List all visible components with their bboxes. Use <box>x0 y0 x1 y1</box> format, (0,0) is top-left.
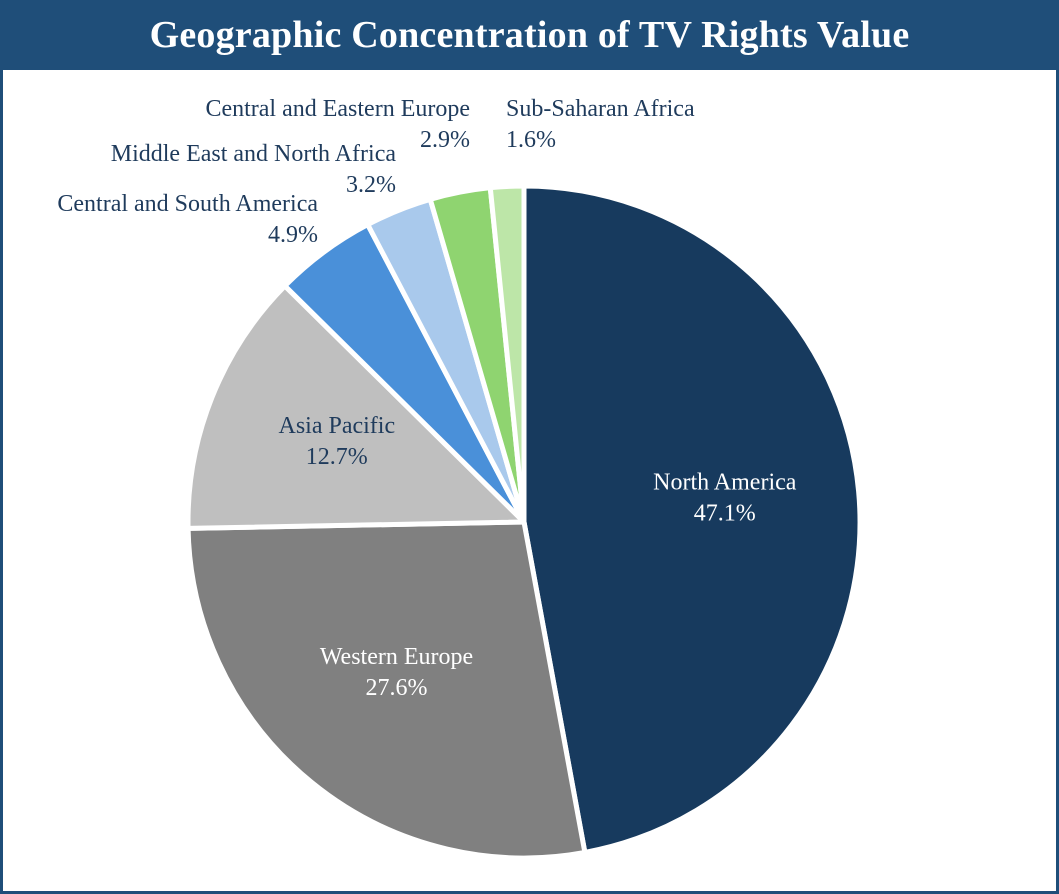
slice-value-central-and-south-america: 4.9% <box>268 222 318 248</box>
slice-label-central-and-eastern-europe: Central and Eastern Europe 2.9% <box>205 96 470 153</box>
pie-slice-north-america <box>521 183 863 855</box>
title-bar: Geographic Concentration of TV Rights Va… <box>0 0 1059 70</box>
pie-slice-sub-saharan-africa <box>487 183 527 525</box>
slice-name-central-and-eastern-europe: Central and Eastern Europe <box>205 96 470 122</box>
slice-label-middle-east-and-north-africa: Middle East and North Africa 3.2% <box>111 141 397 198</box>
slice-label-north-america: North America 47.1% <box>653 470 797 527</box>
slice-label-central-and-south-america: Central and South America 4.9% <box>57 191 318 248</box>
slice-label-asia-pacific: Asia Pacific 12.7% <box>278 413 395 470</box>
slice-value-asia-pacific: 12.7% <box>306 444 368 470</box>
slice-name-central-and-south-america: Central and South America <box>57 191 318 217</box>
chart-title: Geographic Concentration of TV Rights Va… <box>149 14 910 56</box>
slice-name-north-america: North America <box>653 470 797 496</box>
slice-name-middle-east-and-north-africa: Middle East and North Africa <box>111 141 397 167</box>
slice-value-sub-saharan-africa: 1.6% <box>506 127 556 153</box>
pie-labels: North America 47.1% Western Europe 27.6% Asi… <box>57 96 796 701</box>
slice-value-western-europe: 27.6% <box>366 675 428 701</box>
slice-name-asia-pacific: Asia Pacific <box>278 413 395 439</box>
slice-value-middle-east-and-north-africa: 3.2% <box>346 172 396 198</box>
pie-slice-western-europe <box>185 519 588 861</box>
pie-slices <box>185 183 863 861</box>
pie-chart: North America 47.1% Western Europe 27.6% Asi… <box>57 96 863 861</box>
slice-label-sub-saharan-africa: Sub-Saharan Africa 1.6% <box>506 96 695 153</box>
slice-name-western-europe: Western Europe <box>320 644 473 670</box>
pie-slice-asia-pacific <box>185 283 527 531</box>
slice-value-north-america: 47.1% <box>694 501 756 527</box>
slice-label-western-europe: Western Europe 27.6% <box>320 644 473 701</box>
slice-name-sub-saharan-africa: Sub-Saharan Africa <box>506 96 695 122</box>
slice-value-central-and-eastern-europe: 2.9% <box>420 127 470 153</box>
